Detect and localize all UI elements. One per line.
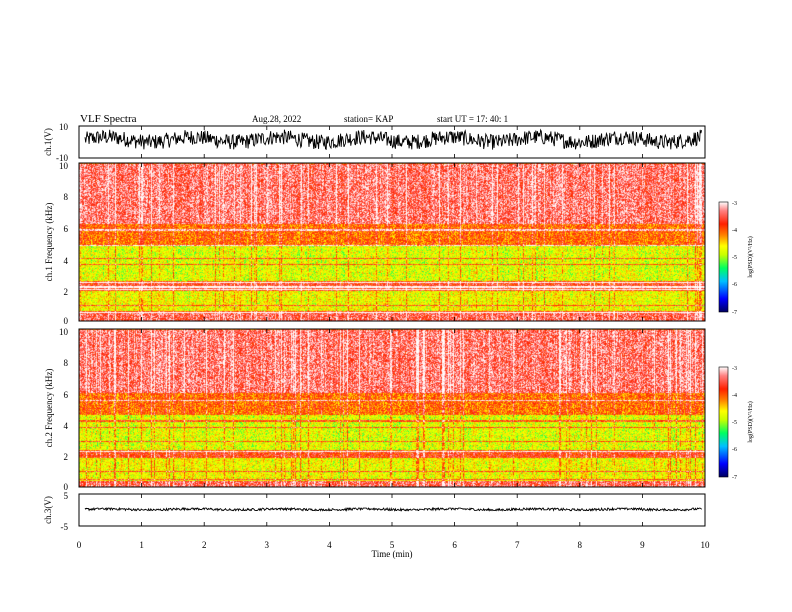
ch1-freq-tick-6: 6: [64, 224, 69, 234]
start-time-label: start UT = 17: 40: 1: [437, 114, 508, 124]
date-label: Aug.28, 2022: [252, 114, 301, 124]
ch1-colorbar-label: log(PSD)(V²/Hz): [747, 236, 754, 277]
ch1-freq-tick-10: 10: [59, 161, 69, 171]
ch2-yticks: 0 2 4 6 8 10: [59, 327, 69, 492]
ch1-cb-tick-3: -3: [732, 201, 737, 207]
ch3-waveform-line: [84, 506, 702, 512]
time-tick-0: 0: [77, 540, 82, 550]
time-tick-1: 1: [139, 540, 144, 550]
time-tick-4: 4: [327, 540, 332, 550]
ch1-waveform-line: [84, 128, 703, 151]
ch3-waveform-panel: 5 -5 ch.3(V): [43, 491, 706, 532]
figure-title: VLF Spectra: [80, 113, 137, 125]
ch2-cb-tick-3: -3: [732, 366, 737, 372]
time-tick-8: 8: [578, 540, 583, 550]
ch3-ytick-bottom: -5: [61, 522, 69, 532]
ch1-cb-tick-6: -6: [732, 282, 737, 288]
ch1-freq-ylabel: ch.1 Frequency (kHz): [44, 203, 54, 282]
ch2-colorbar-label: log(PSD)(V²/Hz): [747, 401, 754, 442]
ch2-spectrogram-image: [79, 329, 705, 487]
time-tick-9: 9: [640, 540, 645, 550]
ch1-cb-tick-5: -5: [732, 255, 737, 261]
ch3-ylabel: ch.3(V): [43, 496, 53, 524]
ch3-ytick-top: 5: [64, 491, 69, 501]
ch1-freq-tick-8: 8: [64, 192, 69, 202]
ch1-cb-tick-4: -4: [732, 228, 737, 234]
time-tick-6: 6: [452, 540, 457, 550]
ch2-cb-tick-5: -5: [732, 420, 737, 426]
time-tick-5: 5: [390, 540, 395, 550]
time-tick-7: 7: [515, 540, 520, 550]
time-tick-3: 3: [265, 540, 270, 550]
ch1-freq-tick-2: 2: [64, 287, 69, 297]
ch1-spectrogram-panel: 0 2 4 6 8 10 ch.1 Frequency (kHz) -3 -4 …: [44, 161, 754, 326]
ch2-freq-tick-6: 6: [64, 390, 69, 400]
ch2-cb-tick-4: -4: [732, 393, 737, 399]
time-tick-10: 10: [701, 540, 711, 550]
ch1-ylabel: ch.1(V): [43, 128, 53, 156]
ch1-freq-tick-4: 4: [64, 256, 69, 266]
ch1-waveform-panel: 10 -10 ch.1(V): [43, 122, 706, 163]
ch2-colorbar: [718, 366, 729, 478]
ch2-freq-tick-8: 8: [64, 358, 69, 368]
time-tick-2: 2: [202, 540, 207, 550]
ch2-spectrogram-panel: 0 2 4 6 8 10 ch.2 Frequency (kHz) -3 -4 …: [44, 327, 754, 492]
ch2-cb-tick-7: -7: [732, 475, 737, 481]
ch2-freq-tick-2: 2: [64, 452, 69, 462]
ch1-spectrogram-image: [79, 163, 705, 321]
ch1-freq-tick-0: 0: [64, 316, 69, 326]
ch1-yticks: 0 2 4 6 8 10: [59, 161, 69, 326]
time-axis: 0 1 2 3 4 5 6 7 8 9 10: [77, 126, 710, 550]
ch1-ytick-bottom: -10: [56, 153, 68, 163]
time-axis-label: Time (min): [372, 549, 413, 559]
ch2-cb-tick-6: -6: [732, 447, 737, 453]
ch1-cb-tick-7: -7: [732, 310, 737, 316]
station-label: station= KAP: [344, 114, 393, 124]
ch2-freq-tick-0: 0: [64, 482, 69, 492]
ch1-ytick-top: 10: [59, 122, 69, 132]
ch2-freq-ylabel: ch.2 Frequency (kHz): [44, 369, 54, 448]
ch2-freq-tick-4: 4: [64, 421, 69, 431]
ch1-colorbar: [718, 201, 729, 313]
ch2-freq-tick-10: 10: [59, 327, 69, 337]
